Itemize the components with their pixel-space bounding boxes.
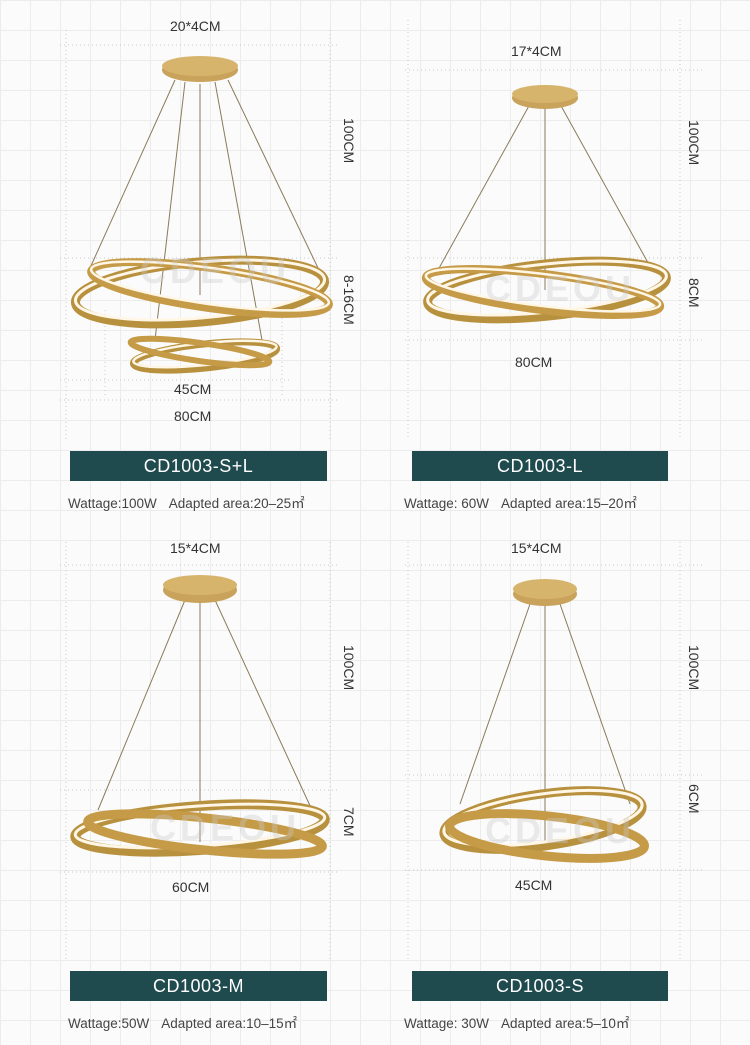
canopy-dimension: 15*4CM [170,540,221,556]
ring-height-dimension: 6CM [686,784,702,814]
spec-line: Wattage:50W Adapted area:10–15㎡ [68,1012,309,1032]
area-text: Adapted area:5–10㎡ [501,1016,630,1031]
area-text: Adapted area:20–25㎡ [168,496,305,511]
height-dimension: 100CM [686,120,702,166]
model-label: CD1003-L [412,451,668,481]
width-dimension: 45CM [515,877,553,893]
width-dimension: 80CM [515,354,553,370]
wattage-text: Wattage:50W [68,1016,150,1031]
chandelier-diagram [60,30,340,440]
watermark: CDEOU [150,807,301,848]
area-text: Adapted area:15–20㎡ [501,496,637,511]
canopy-dimension: 17*4CM [511,43,562,59]
ring-height-dimension: 8CM [686,278,702,308]
ring-large [70,255,333,329]
area-text: Adapted area:10–15㎡ [161,1016,298,1031]
model-label: CD1003-S [412,971,668,1001]
watermark: CDEOU [485,268,636,309]
product-panel-l: CDEOU 17*4CM 100CM 8CM 80CM CD1003-L Wat… [375,0,750,522]
width-dimension-large: 80CM [174,408,212,424]
width-dimension: 60CM [172,879,210,895]
canopy-dimension: 20*4CM [170,18,221,34]
model-label: CD1003-S+L [70,451,327,481]
chandelier-diagram [405,542,705,962]
spec-line: Wattage:100W Adapted area:20–25㎡ [68,492,317,512]
canopy-dimension: 15*4CM [511,540,562,556]
watermark: CDEOU [140,250,291,291]
chandelier-diagram [405,20,705,440]
wattage-text: Wattage: 30W [404,1016,490,1031]
chandelier-diagram [60,542,340,962]
product-panel-s-plus-l: CDEOU 20*4CM 100CM 8-16CM 45CM 80CM CD10… [0,0,375,522]
height-dimension: 100CM [341,118,357,164]
spec-line: Wattage: 60W Adapted area:15–20㎡ [404,492,649,512]
width-dimension-small: 45CM [174,381,212,397]
height-dimension: 100CM [341,645,357,691]
wattage-text: Wattage: 60W [404,496,490,511]
watermark: CDEOU [485,810,636,851]
ring-small [127,335,281,374]
product-panel-m: CDEOU 15*4CM 100CM 7CM 60CM CD1003-M Wat… [0,522,375,1044]
product-panel-s: CDEOU 15*4CM 100CM 6CM 45CM CD1003-S Wat… [375,522,750,1044]
spec-line: Wattage: 30W Adapted area:5–10㎡ [404,1012,641,1032]
height-dimension: 100CM [686,645,702,691]
ring-height-dimension: 8-16CM [341,275,357,325]
wattage-text: Wattage:100W [68,496,157,511]
model-label: CD1003-M [70,971,327,1001]
ring-height-dimension: 7CM [341,807,357,837]
